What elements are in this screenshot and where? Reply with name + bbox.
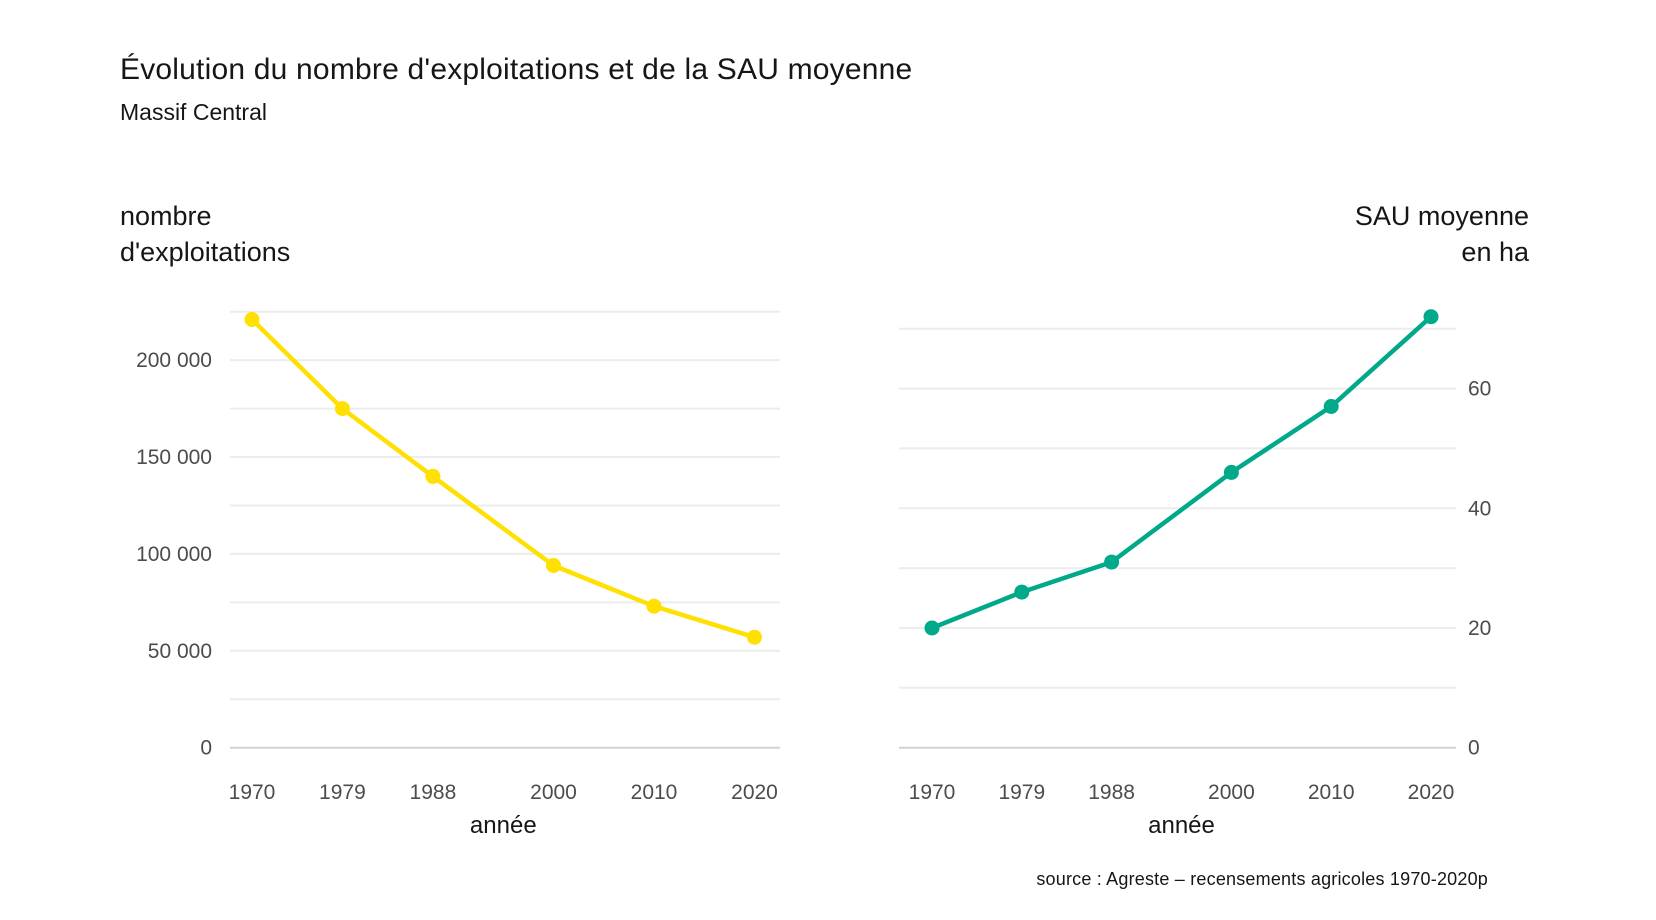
data-point: [1014, 584, 1030, 600]
page-title: Évolution du nombre d'exploitations et d…: [120, 53, 913, 86]
x-tick-label: 1988: [410, 781, 457, 804]
data-point: [425, 468, 441, 484]
x-axis-label: année: [470, 812, 537, 839]
left-chart-axis-heading: nombre d'exploitations: [120, 198, 290, 270]
y-tick-label: 200 000: [136, 349, 212, 372]
data-point: [244, 312, 260, 327]
y-tick-label: 0: [200, 737, 212, 760]
y-tick-label: 50 000: [148, 640, 212, 663]
left-axis-heading-line2: d'exploitations: [120, 237, 291, 267]
x-tick-label: 1979: [319, 781, 366, 804]
data-point: [1423, 309, 1439, 325]
line-series: [929, 314, 1434, 631]
data-point: [747, 629, 762, 645]
y-tick-label: 20: [1468, 617, 1491, 640]
y-tick-label: 0: [1468, 737, 1480, 760]
x-tick-label: 2000: [530, 781, 577, 804]
x-axis-label: année: [1148, 812, 1215, 839]
data-point: [924, 620, 940, 636]
x-tick-label: 1988: [1088, 781, 1135, 804]
data-point: [1223, 464, 1239, 480]
right-axis-heading-line1: SAU moyenne: [1354, 201, 1529, 231]
page-subtitle: Massif Central: [120, 99, 267, 125]
x-tick-label: 1970: [909, 781, 956, 804]
y-tick-label: 40: [1468, 497, 1491, 520]
line-series: [249, 317, 757, 640]
data-point: [1323, 399, 1339, 414]
data-point: [646, 598, 662, 614]
x-tick-label: 2010: [631, 781, 678, 804]
x-tick-label: 1979: [998, 781, 1045, 804]
y-tick-label: 150 000: [136, 446, 212, 469]
y-tick-label: 100 000: [136, 543, 212, 566]
right-chart-axis-heading: SAU moyenne en ha: [1355, 198, 1529, 270]
source-caption: source : Agreste – recensements agricole…: [1036, 869, 1488, 889]
data-point: [334, 401, 350, 417]
data-point: [1104, 554, 1120, 570]
x-tick-label: 1970: [229, 781, 276, 804]
right-axis-heading-line2: en ha: [1461, 237, 1529, 267]
x-tick-label: 2020: [731, 781, 778, 804]
x-tick-label: 2010: [1308, 781, 1355, 804]
y-tick-label: 60: [1468, 378, 1491, 401]
x-tick-label: 2000: [1208, 781, 1255, 804]
data-point: [546, 558, 561, 573]
left-axis-heading-line1: nombre: [120, 201, 212, 231]
x-tick-label: 2020: [1408, 781, 1455, 804]
